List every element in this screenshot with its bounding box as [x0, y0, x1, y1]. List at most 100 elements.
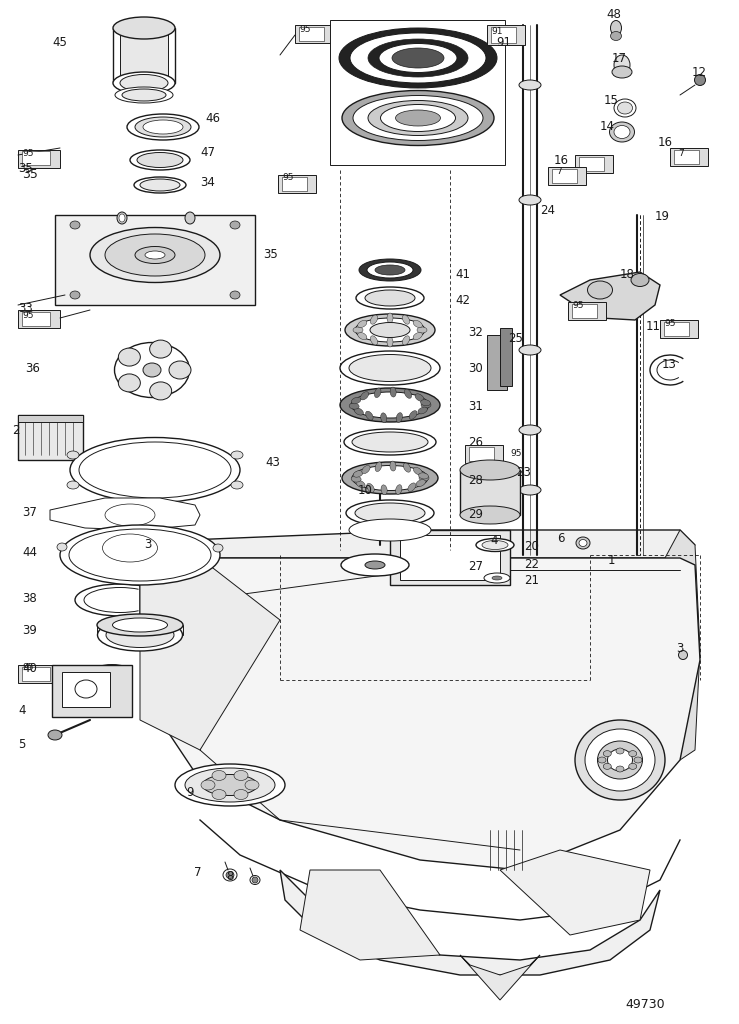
Text: 18: 18	[620, 268, 635, 282]
Ellipse shape	[140, 179, 180, 191]
Text: 5: 5	[18, 738, 25, 752]
Ellipse shape	[352, 466, 428, 490]
Ellipse shape	[368, 100, 468, 135]
Text: 37: 37	[22, 506, 37, 518]
Bar	[18, 415, 83, 460]
Bar	[52, 665, 132, 717]
Polygon shape	[500, 850, 650, 935]
Ellipse shape	[351, 397, 361, 403]
Bar	[460, 470, 520, 515]
Ellipse shape	[379, 43, 457, 73]
Bar	[330, 20, 505, 165]
Bar	[465, 445, 503, 463]
Ellipse shape	[413, 321, 422, 328]
Ellipse shape	[105, 234, 205, 276]
Text: 10: 10	[358, 483, 373, 497]
Ellipse shape	[374, 483, 386, 493]
Ellipse shape	[396, 413, 403, 423]
Ellipse shape	[79, 442, 231, 498]
Text: 35: 35	[263, 249, 278, 261]
Polygon shape	[140, 558, 700, 870]
Bar	[674, 150, 699, 164]
Ellipse shape	[75, 680, 97, 698]
Polygon shape	[460, 955, 540, 1000]
Ellipse shape	[120, 75, 168, 91]
Ellipse shape	[356, 287, 424, 309]
Text: 49730: 49730	[625, 998, 664, 1012]
Bar	[22, 667, 50, 681]
Ellipse shape	[69, 529, 211, 581]
Ellipse shape	[598, 757, 606, 763]
Polygon shape	[55, 215, 255, 305]
Ellipse shape	[603, 763, 611, 769]
Ellipse shape	[353, 471, 363, 477]
Ellipse shape	[346, 500, 434, 526]
Ellipse shape	[115, 87, 173, 103]
Text: 35: 35	[22, 169, 38, 181]
Ellipse shape	[342, 462, 438, 494]
Ellipse shape	[603, 751, 611, 757]
Ellipse shape	[610, 20, 621, 36]
Text: 91: 91	[491, 27, 503, 36]
Ellipse shape	[614, 126, 630, 138]
Text: 95: 95	[664, 318, 675, 328]
Ellipse shape	[634, 757, 642, 763]
Ellipse shape	[356, 480, 365, 487]
Ellipse shape	[612, 66, 632, 78]
Ellipse shape	[367, 262, 413, 278]
Ellipse shape	[349, 354, 431, 382]
Ellipse shape	[340, 388, 440, 422]
Bar	[664, 322, 689, 336]
Ellipse shape	[579, 540, 587, 547]
Polygon shape	[280, 870, 660, 975]
Ellipse shape	[365, 290, 415, 306]
Text: 7: 7	[678, 148, 684, 158]
Bar	[278, 175, 316, 193]
Ellipse shape	[340, 351, 440, 385]
Ellipse shape	[403, 463, 411, 472]
Ellipse shape	[118, 374, 140, 392]
Ellipse shape	[97, 614, 183, 636]
Ellipse shape	[130, 150, 190, 170]
Ellipse shape	[362, 465, 370, 474]
Text: 4: 4	[490, 534, 497, 547]
Bar	[120, 33, 168, 78]
Ellipse shape	[117, 212, 127, 224]
Ellipse shape	[359, 259, 421, 281]
Text: 3: 3	[144, 539, 151, 552]
Text: 30: 30	[468, 361, 483, 375]
Bar	[18, 415, 83, 460]
Ellipse shape	[105, 504, 155, 526]
Ellipse shape	[421, 402, 431, 408]
Text: 31: 31	[468, 399, 483, 413]
Ellipse shape	[417, 327, 427, 333]
Bar	[62, 672, 110, 707]
Bar	[487, 25, 525, 45]
Ellipse shape	[482, 541, 508, 550]
Ellipse shape	[403, 336, 409, 345]
Ellipse shape	[629, 751, 637, 757]
Ellipse shape	[212, 790, 226, 800]
Text: 3: 3	[676, 641, 684, 654]
Ellipse shape	[185, 212, 195, 224]
Ellipse shape	[57, 543, 67, 551]
Text: 95: 95	[22, 311, 33, 321]
Text: 33: 33	[18, 301, 33, 314]
Ellipse shape	[106, 623, 174, 647]
Ellipse shape	[137, 153, 183, 168]
Ellipse shape	[575, 720, 665, 800]
Text: 34: 34	[200, 176, 215, 189]
Ellipse shape	[48, 730, 62, 740]
Text: 95: 95	[22, 148, 33, 158]
Text: 45: 45	[52, 37, 67, 49]
Text: 38: 38	[22, 592, 37, 604]
Text: 15: 15	[604, 93, 619, 106]
Ellipse shape	[201, 780, 215, 790]
Ellipse shape	[230, 291, 240, 299]
Ellipse shape	[588, 281, 613, 299]
Ellipse shape	[387, 313, 393, 323]
Ellipse shape	[367, 483, 374, 493]
Ellipse shape	[375, 462, 381, 471]
Ellipse shape	[202, 774, 257, 796]
Bar	[487, 335, 507, 390]
